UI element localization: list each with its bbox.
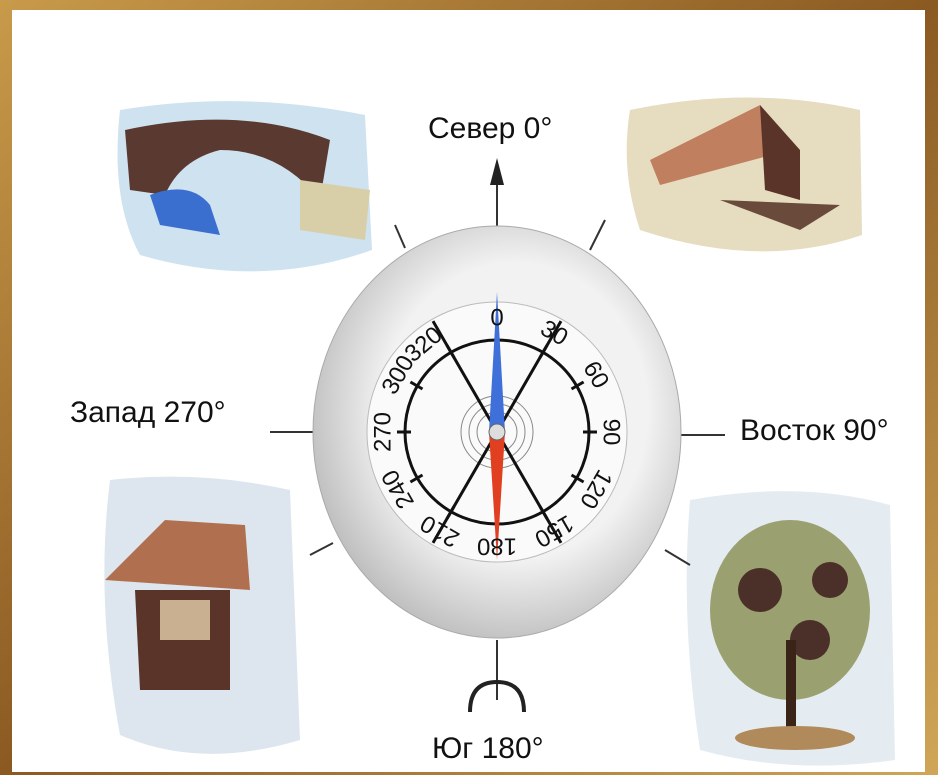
west-label: Запад 270° [70,396,226,429]
east-label: Восток 90° [740,414,889,447]
tick [570,380,585,391]
dial-number: 0 [490,304,503,331]
tick [445,505,456,520]
tree-picture [686,491,895,766]
spoke [431,320,499,433]
dial-number: 90 [598,419,625,446]
tick [409,473,424,484]
tick [538,344,549,359]
well-picture [104,476,300,754]
needle-north [489,292,505,432]
spoke [495,320,563,433]
needle-pivot [488,423,506,441]
south-label: Юг 180° [432,732,544,765]
tick [570,473,585,484]
dial-number: 270 [369,412,396,452]
tick [538,505,549,520]
south-arc [468,679,526,713]
spoke [431,431,499,544]
needle-south [489,432,505,560]
north-arrow [490,158,504,185]
bridge-picture [117,101,372,272]
tick [409,380,424,391]
spoke [495,431,563,544]
dial-number: 180 [477,533,517,560]
tick [445,344,456,359]
house-picture [626,97,862,252]
north-label: Север 0° [428,112,552,145]
